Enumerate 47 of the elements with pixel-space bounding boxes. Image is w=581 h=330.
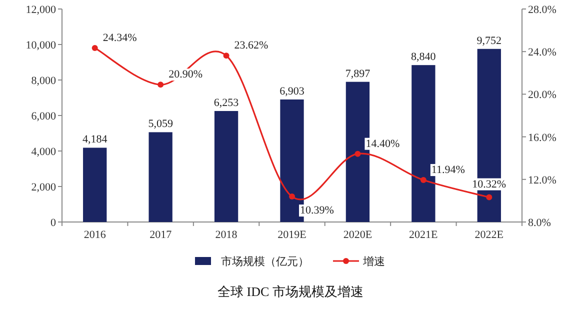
- point: [158, 82, 164, 88]
- data-label: 14.40%: [366, 138, 400, 150]
- point: [486, 194, 492, 200]
- x-tick-label: 2019E: [278, 229, 307, 241]
- data-label: 10.32%: [472, 178, 506, 190]
- y2-tick-label: 20.0%: [528, 89, 556, 102]
- data-label: 5,059: [148, 118, 174, 130]
- x-tick-label: 2018: [215, 229, 238, 241]
- bar: [83, 148, 107, 222]
- point: [289, 194, 295, 200]
- bar: [214, 111, 238, 222]
- legend-label: 市场规模（亿元）: [221, 255, 309, 268]
- y-tick-label: 12,000: [26, 4, 56, 16]
- y2-tick-label: 12.0%: [528, 174, 556, 186]
- y-tick-label: 4,000: [31, 146, 56, 158]
- point: [92, 44, 98, 51]
- y-tick-label: 8,000: [31, 75, 56, 87]
- data-label: 11.94%: [431, 164, 465, 176]
- x-tick-label: 2017: [150, 229, 172, 241]
- data-label: 8,840: [411, 51, 436, 64]
- data-label: 7,897: [345, 68, 371, 80]
- x-tick-label: 2021E: [409, 229, 438, 241]
- y2-tick-label: 8.0%: [528, 217, 551, 229]
- point: [354, 150, 361, 157]
- data-label: 20.90%: [168, 68, 202, 81]
- point: [420, 177, 426, 184]
- y2-tick-label: 28.0%: [528, 4, 556, 16]
- y2-tick-label: 16.0%: [528, 132, 556, 144]
- data-label: 24.34%: [102, 32, 137, 44]
- y-tick-label: 6,000: [31, 110, 56, 122]
- data-label: 6,903: [280, 85, 305, 98]
- y-tick-label: 0: [50, 217, 56, 229]
- y2-tick-label: 24.0%: [528, 46, 556, 59]
- y-tick-label: 2,000: [31, 182, 56, 194]
- x-tick-label: 2020E: [343, 229, 372, 241]
- point: [223, 52, 230, 59]
- data-label: 6,253: [214, 97, 240, 110]
- data-label: 10.39%: [300, 204, 334, 217]
- data-label: 4,184: [82, 134, 108, 146]
- legend-label: 增速: [362, 255, 385, 268]
- data-label: 9,752: [476, 34, 502, 47]
- x-tick-label: 2022E: [474, 229, 504, 241]
- data-label: 23.62%: [234, 40, 268, 52]
- bar: [148, 132, 172, 222]
- x-tick-label: 2016: [84, 229, 106, 241]
- text: 全球 IDC 市场规模及增速: [218, 284, 364, 299]
- y-tick-label: 10,000: [26, 40, 56, 52]
